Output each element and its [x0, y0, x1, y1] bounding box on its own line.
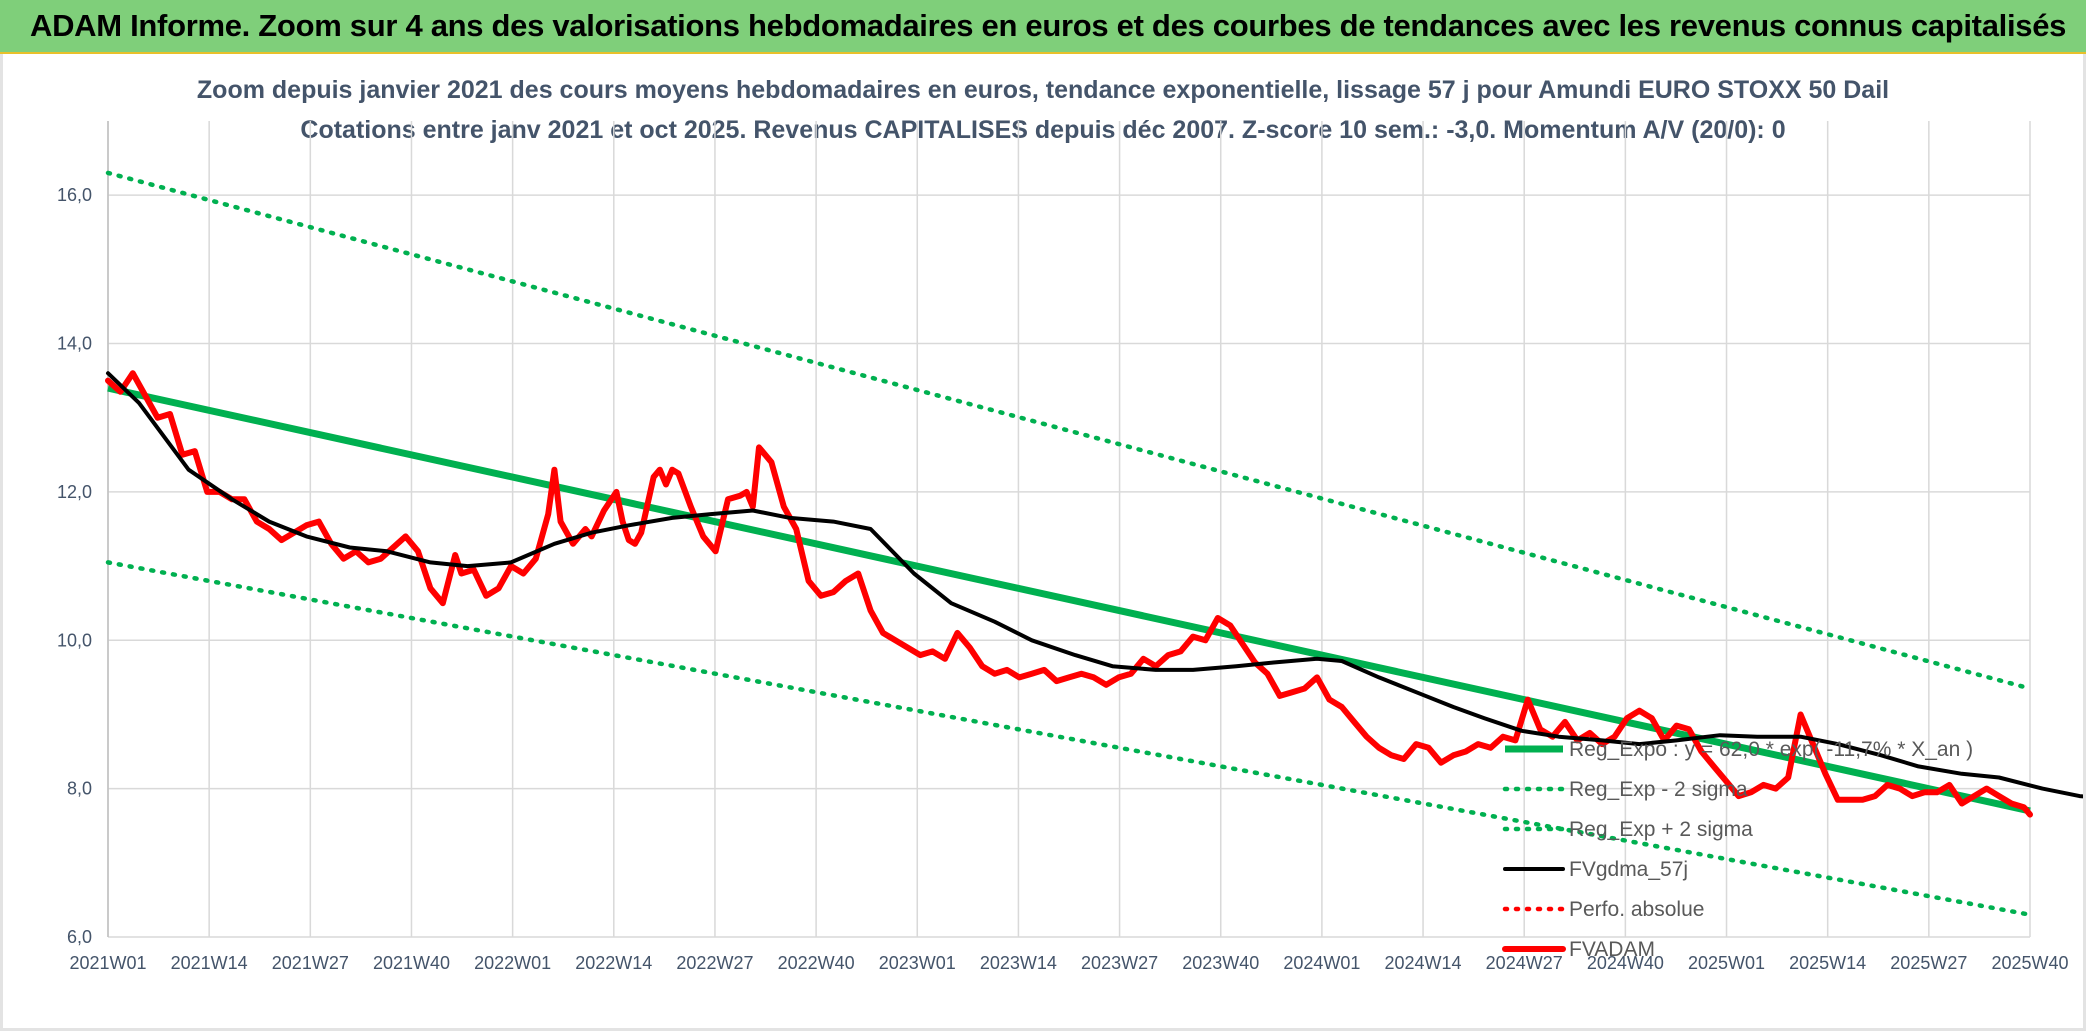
x-tick-label: 2025W40: [1991, 953, 2068, 973]
x-tick-label: 2025W14: [1789, 953, 1866, 973]
y-tick-label: 12,0: [57, 482, 92, 502]
series-line-0: [107, 384, 2031, 815]
series-line-3: [106, 371, 2083, 799]
x-tick-label: 2024W27: [1486, 953, 1563, 973]
x-tick-label: 2021W27: [272, 953, 349, 973]
legend-label: FVADAM: [1569, 938, 1655, 961]
x-tick-label: 2023W40: [1182, 953, 1259, 973]
legend-label: Reg_Exp + 2 sigma: [1569, 818, 1753, 841]
chart-title-line-1: Zoom depuis janvier 2021 des cours moyen…: [197, 76, 1889, 104]
series-lines: [105, 170, 2083, 917]
line-chart: Zoom depuis janvier 2021 des cours moyen…: [57, 76, 2083, 973]
series-line-1: [105, 560, 2033, 917]
x-tick-label: 2024W40: [1587, 953, 1664, 973]
legend-label: Reg_Exp - 2 sigma: [1569, 778, 1748, 801]
y-tick-label: 6,0: [67, 927, 92, 947]
x-tick-label: 2021W01: [69, 953, 146, 973]
legend-label: FVgdma_57j: [1569, 858, 1688, 881]
series-line-2: [105, 170, 2033, 691]
chart-title-line-2: Cotations entre janv 2021 et oct 2025. R…: [300, 116, 1785, 144]
x-tick-label: 2022W01: [474, 953, 551, 973]
grid-lines: [107, 121, 2031, 938]
chart-frame: Zoom depuis janvier 2021 des cours moyen…: [0, 54, 2086, 1031]
x-tick-label: 2025W27: [1890, 953, 1967, 973]
y-tick-label: 14,0: [57, 334, 92, 354]
y-axis-ticks: 6,0 8,0 10,0 12,0 14,0 16,0: [57, 185, 92, 947]
x-tick-label: 2022W40: [778, 953, 855, 973]
y-tick-label: 8,0: [67, 779, 92, 799]
report-title: ADAM Informe. Zoom sur 4 ans des valoris…: [30, 8, 2067, 43]
legend-label: Reg_Expo : y = 62,0 * exp( -11,7% * X_an…: [1569, 738, 1973, 761]
x-tick-label: 2023W01: [879, 953, 956, 973]
y-tick-label: 10,0: [57, 630, 92, 650]
x-tick-label: 2021W40: [373, 953, 450, 973]
x-tick-label: 2025W01: [1688, 953, 1765, 973]
x-tick-label: 2022W27: [676, 953, 753, 973]
x-tick-label: 2024W14: [1385, 953, 1462, 973]
x-tick-label: 2024W01: [1283, 953, 1360, 973]
report-banner: ADAM Informe. Zoom sur 4 ans des valoris…: [0, 0, 2086, 54]
x-tick-label: 2022W14: [575, 953, 652, 973]
x-tick-label: 2021W14: [171, 953, 248, 973]
series-line-5: [105, 370, 2033, 818]
legend-label: Perfo. absolue: [1569, 898, 1704, 921]
x-tick-label: 2023W14: [980, 953, 1057, 973]
y-tick-label: 16,0: [57, 185, 92, 205]
legend: Reg_Expo : y = 62,0 * exp( -11,7% * X_an…: [1502, 738, 1973, 961]
x-tick-label: 2023W27: [1081, 953, 1158, 973]
x-axis-ticks: 2021W01 2021W14 2021W27 2021W40 2022W01 2022W…: [69, 953, 2068, 973]
